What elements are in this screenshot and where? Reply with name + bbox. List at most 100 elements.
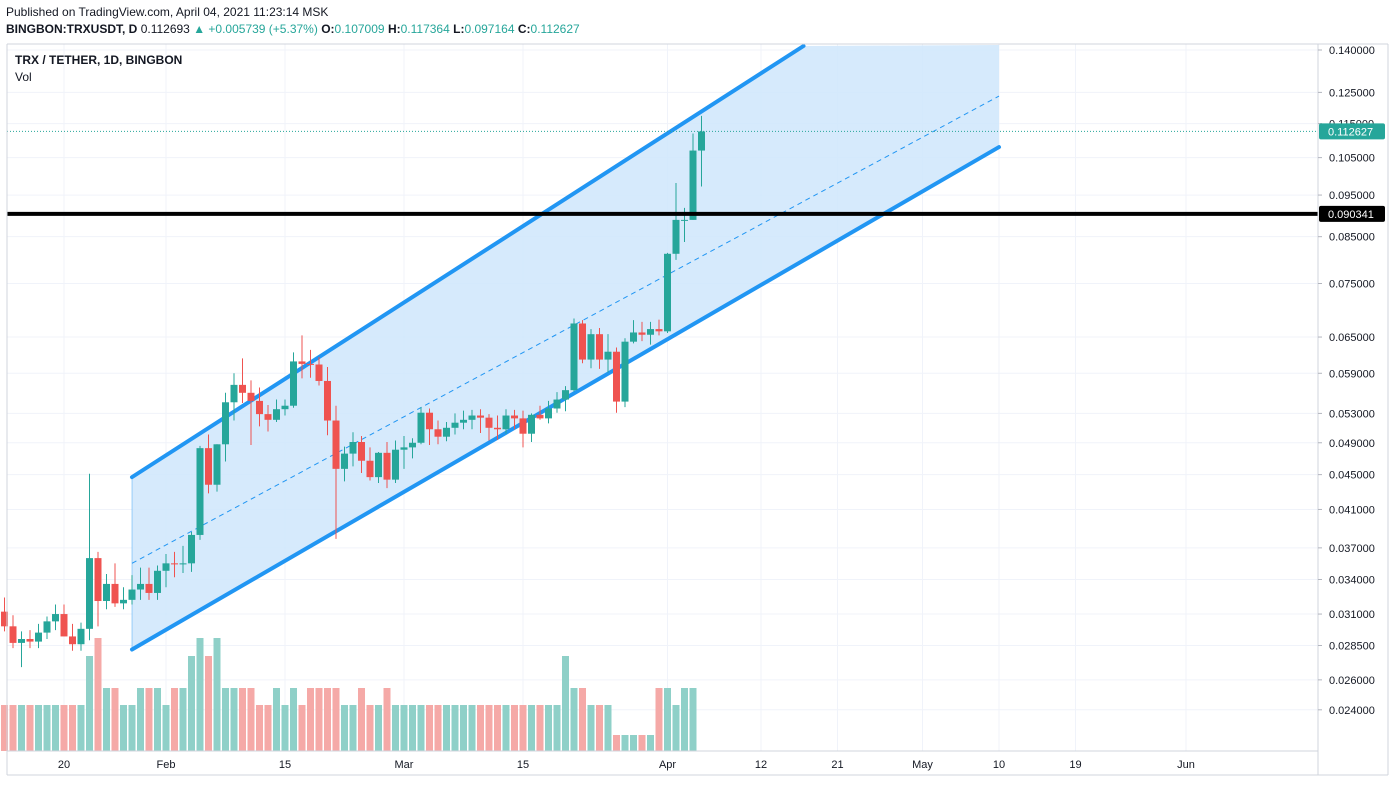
- candle-body: [52, 614, 59, 622]
- y-tick-label: 0.105000: [1329, 153, 1375, 165]
- volume-bar: [298, 705, 306, 751]
- candle-body: [35, 632, 42, 642]
- last-price-tag-text: 0.112627: [1328, 126, 1373, 138]
- volume-bar: [485, 705, 493, 751]
- open-value: 0.107009: [334, 22, 385, 36]
- low-label: L:: [453, 22, 465, 36]
- volume-bar: [545, 705, 552, 751]
- candle-body: [307, 363, 314, 365]
- price-change: ▲ +0.005739 (+5.37%): [193, 22, 318, 36]
- candle-body: [562, 390, 569, 400]
- candle-body: [239, 384, 246, 393]
- candle-body: [298, 361, 306, 364]
- volume-bar: [672, 705, 680, 751]
- candle-body: [69, 636, 76, 645]
- candle-body: [332, 420, 340, 469]
- candle-body: [188, 534, 195, 564]
- candle-body: [494, 427, 501, 430]
- candle-body: [630, 332, 637, 342]
- candle-body: [179, 563, 187, 565]
- volume-bar: [60, 705, 68, 751]
- y-tick-label: 0.075000: [1329, 279, 1375, 291]
- x-tick-label: 15: [517, 759, 529, 771]
- candle-body: [655, 329, 663, 332]
- candle-body: [154, 570, 161, 593]
- volume-bar: [43, 705, 51, 751]
- regression-channel[interactable]: [130, 44, 1001, 652]
- volume-bar: [230, 688, 238, 751]
- volume-bar: [426, 705, 433, 751]
- candles: [1, 115, 705, 668]
- candle-body: [18, 639, 25, 643]
- volume-bar: [188, 656, 195, 751]
- candle-body: [519, 418, 527, 434]
- volume-bar: [103, 688, 110, 751]
- candle-body: [417, 412, 425, 443]
- candle-body: [536, 414, 544, 419]
- candle-body: [137, 583, 144, 590]
- candle-body: [341, 453, 348, 469]
- volume-bar: [162, 705, 170, 751]
- high-value: 0.117364: [400, 22, 450, 36]
- volume-bar: [451, 705, 459, 751]
- candle-body: [672, 219, 680, 254]
- volume-bar: [536, 705, 544, 751]
- candle-body: [383, 452, 391, 480]
- volume-bar: [502, 705, 510, 751]
- candle-body: [579, 323, 586, 360]
- volume-legend: Vol: [15, 70, 32, 84]
- volume-bar: [281, 705, 289, 751]
- candle-body: [222, 402, 229, 445]
- candle-body: [553, 399, 561, 409]
- volume-bar: [179, 688, 187, 751]
- volume-bar: [443, 705, 450, 751]
- volume-bar: [417, 705, 425, 751]
- candle-body: [256, 400, 263, 415]
- candle-body: [281, 405, 289, 410]
- candle-body: [681, 219, 688, 221]
- candle-body: [587, 334, 595, 360]
- y-tick-label: 0.053000: [1329, 408, 1375, 420]
- candle-body: [213, 444, 221, 485]
- volume-bar: [570, 688, 578, 751]
- x-tick-label: 15: [279, 759, 291, 771]
- y-tick-label: 0.031000: [1329, 609, 1375, 621]
- volume-bar: [358, 688, 365, 751]
- volume-bar: [35, 705, 42, 751]
- volume-bar: [128, 705, 136, 751]
- horizontal-levels[interactable]: [7, 130, 1318, 216]
- volume-bar: [477, 705, 484, 751]
- volume-bar: [587, 705, 595, 751]
- volume-bar: [664, 688, 671, 751]
- volume-bar: [222, 688, 229, 751]
- volume-bar: [689, 688, 697, 751]
- candle-body: [604, 351, 612, 360]
- candle-body: [43, 621, 51, 633]
- channel-mid-line: [131, 95, 1000, 564]
- volume-bar: [324, 688, 331, 751]
- quote-line: BINGBON:TRXUSDT, D 0.112693 ▲ +0.005739 …: [6, 22, 580, 36]
- y-tick-label: 0.037000: [1329, 543, 1375, 555]
- volume-bar: [205, 656, 212, 751]
- candle-body: [264, 414, 272, 420]
- close-value: 0.112627: [530, 22, 580, 36]
- channel-upper-line: [130, 44, 806, 480]
- volume-bar: [409, 705, 416, 751]
- symbol-label: BINGBON:TRXUSDT, D: [6, 22, 138, 36]
- candle-body: [664, 253, 671, 332]
- y-tick-label: 0.045000: [1329, 470, 1375, 482]
- candle-body: [485, 417, 493, 428]
- level-price-tag: [1319, 205, 1385, 222]
- volume-bar: [247, 688, 255, 751]
- published-line: Published on TradingView.com, April 04, …: [6, 5, 329, 19]
- high-label: H:: [387, 22, 401, 36]
- last-price-tag: [1319, 123, 1385, 140]
- y-tick-label: 0.085000: [1329, 232, 1375, 244]
- candle-body: [434, 429, 442, 437]
- volume-bar: [1, 705, 8, 751]
- candle-body: [171, 563, 178, 565]
- candle-body: [451, 422, 459, 428]
- volume-bar: [9, 705, 17, 751]
- x-tick-label: 19: [1069, 759, 1081, 771]
